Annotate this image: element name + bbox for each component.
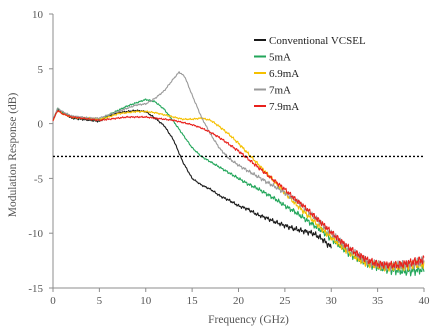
x-tick-label: 5 [97,295,103,307]
series-line-conventional-vcsel [52,108,332,249]
x-tick-label: 40 [419,295,430,307]
y-tick-label: 5 [38,64,44,76]
x-axis-title: Frequency (GHz) [208,314,289,326]
series-line-7-9ma [52,110,425,269]
series-line-6-9ma [52,110,425,272]
series-line-7ma [52,71,425,272]
series-line-5ma [52,98,425,277]
legend: Conventional VCSEL 5mA 6.9mA 7mA 7.9mA [254,35,366,113]
legend-label: Conventional VCSEL [269,35,366,47]
legend-label: 7mA [269,85,291,97]
y-tick-label: -5 [34,173,44,185]
axis-ticks: 0 5 10 15 20 25 30 35 40 -15 -10 -5 0 5 10 [28,9,430,307]
y-tick-label: -15 [28,283,43,295]
legend-label: 6.9mA [269,68,299,80]
x-tick-label: 30 [326,295,338,307]
y-axis-title: Modulation Response (dB) [7,93,19,218]
series-lines [52,71,425,277]
x-tick-label: 35 [372,295,384,307]
x-tick-label: 10 [140,295,152,307]
y-tick-label: 0 [38,119,44,131]
x-tick-label: 20 [233,295,245,307]
x-tick-label: 0 [50,295,56,307]
y-tick-label: -10 [28,228,43,240]
legend-label: 5mA [269,52,291,64]
x-tick-label: 25 [279,295,291,307]
legend-label: 7.9mA [269,101,299,113]
x-tick-label: 15 [187,295,199,307]
y-tick-label: 10 [32,9,44,21]
